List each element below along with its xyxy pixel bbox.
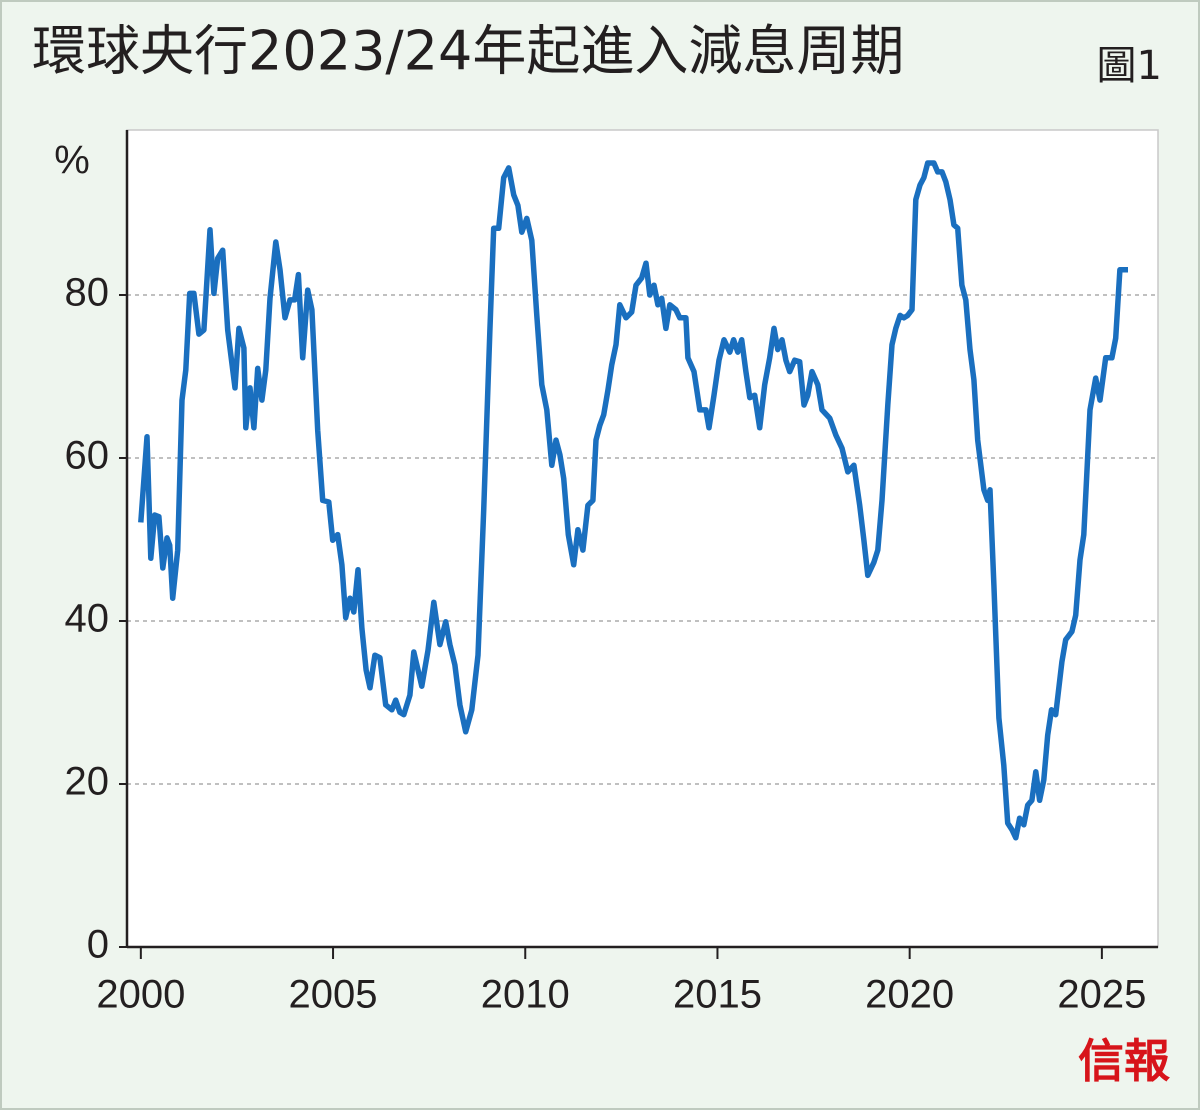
data-line [138,160,1128,841]
x-tick-label: 2000 [96,973,185,1017]
x-tick-label: 2025 [1057,973,1146,1017]
y-tick-label: 0 [87,923,109,967]
y-tick-label: 60 [65,434,110,478]
y-tick-label: 80 [65,271,110,315]
y-tick-label: 40 [65,597,110,641]
source: 信報 [1078,1034,1170,1088]
plot-area [126,129,1159,948]
y-axis-unit: % [54,139,90,183]
x-tick-label: 2005 [289,973,378,1017]
x-tick-label: 2010 [481,973,570,1017]
figure-label: 圖1 [1097,43,1162,89]
y-tick-label: 20 [65,760,110,804]
x-tick-label: 2020 [865,973,954,1017]
x-tick-label: 2015 [673,973,762,1017]
chart-title: 環球央行2023/24年起進入減息周期 [32,20,904,83]
